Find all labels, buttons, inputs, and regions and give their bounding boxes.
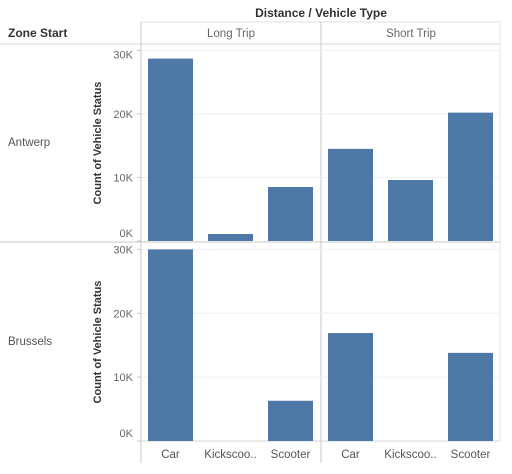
row-header-antwerp: Antwerp xyxy=(8,137,50,149)
bar-antwerp-short-trip-car xyxy=(328,148,373,241)
y-tick-label: 0K xyxy=(120,428,134,440)
bar-antwerp-long-trip-kickscooter xyxy=(208,234,253,241)
column-field-header: Distance / Vehicle Type xyxy=(255,6,387,20)
bar-brussels-long-trip-scooter xyxy=(268,400,313,441)
bar-antwerp-short-trip-scooter xyxy=(448,112,493,241)
y-tick-label: 30K xyxy=(113,49,133,61)
bar-antwerp-short-trip-kickscooter xyxy=(388,179,433,241)
y-tick-label: 20K xyxy=(113,308,133,320)
y-axis-title: Count of Vehicle Status xyxy=(92,281,104,404)
row-field-header: Zone Start xyxy=(8,26,67,40)
grid-lines xyxy=(0,21,501,463)
y-tick-label: 30K xyxy=(113,244,133,256)
x-category-label: Kickscoo.. xyxy=(384,449,436,461)
bars xyxy=(148,58,493,441)
row-header-brussels: Brussels xyxy=(8,336,52,348)
x-category-label: Car xyxy=(161,449,180,461)
y-axis-title: Count of Vehicle Status xyxy=(92,82,104,205)
x-category-label: Scooter xyxy=(451,449,491,461)
bar-brussels-long-trip-car xyxy=(148,249,193,441)
column-header-long-trip: Long Trip xyxy=(207,28,255,40)
y-tick-label: 20K xyxy=(113,109,133,121)
x-category-label: Scooter xyxy=(271,449,311,461)
labels: Long Trip Short Trip Antwerp Count of Vehic… xyxy=(8,28,490,461)
bar-brussels-short-trip-scooter xyxy=(448,352,493,441)
bar-antwerp-long-trip-car xyxy=(148,58,193,241)
y-tick-label: 0K xyxy=(120,228,134,240)
column-header-short-trip: Short Trip xyxy=(386,28,436,40)
x-category-label: Kickscoo.. xyxy=(204,449,256,461)
bar-brussels-short-trip-car xyxy=(328,333,373,441)
bar-antwerp-long-trip-scooter xyxy=(268,186,313,241)
x-category-label: Car xyxy=(341,449,360,461)
y-tick-label: 10K xyxy=(113,172,133,184)
y-tick-label: 10K xyxy=(113,372,133,384)
